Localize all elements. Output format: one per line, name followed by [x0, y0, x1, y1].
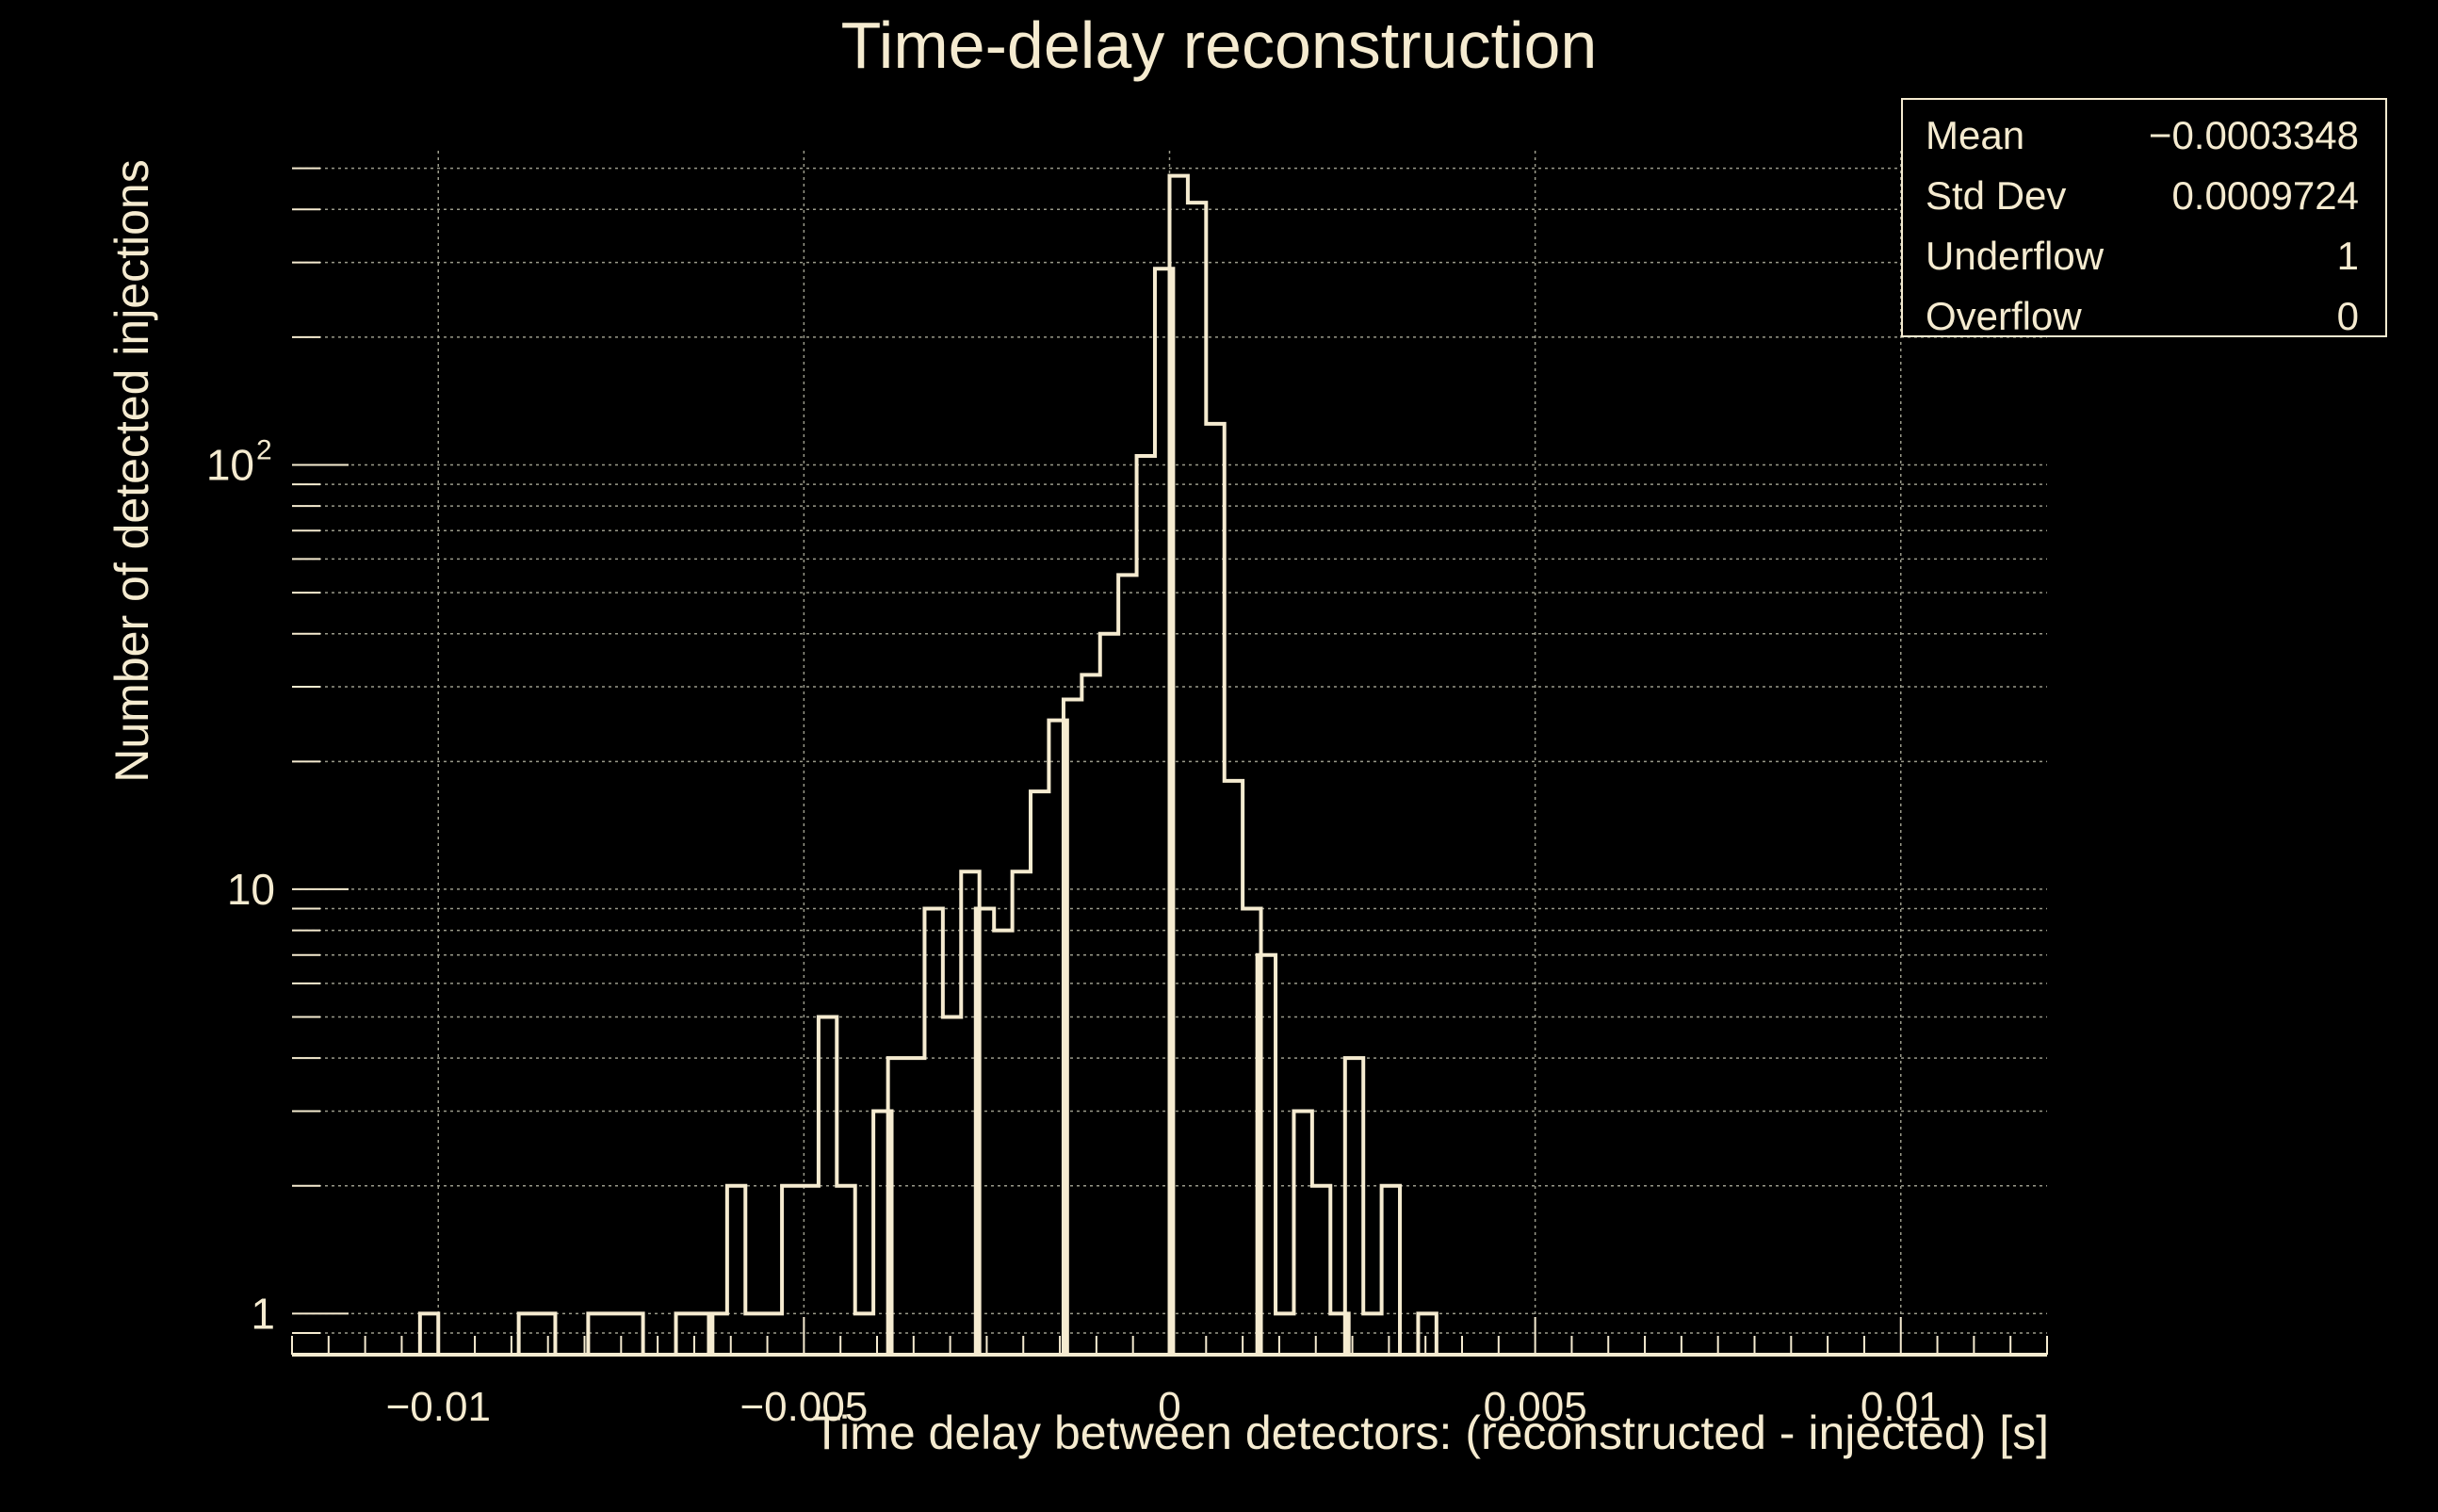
histogram-bin: [1118, 575, 1136, 1355]
stats-row-mean: Mean −0.0003348: [1926, 107, 2359, 164]
histogram-bin: [1100, 634, 1118, 1355]
histogram-bin: [1013, 871, 1031, 1355]
histogram-bin: [1031, 791, 1048, 1355]
histogram-bin: [625, 1313, 642, 1355]
stats-value: −0.0003348: [2148, 113, 2359, 157]
stats-label: Std Dev: [1926, 173, 2067, 218]
stats-row-overflow: Overflow 0: [1926, 288, 2359, 345]
stats-label: Overflow: [1926, 294, 2082, 338]
histogram-bin: [1312, 1186, 1330, 1355]
stats-label: Underflow: [1926, 234, 2105, 278]
histogram-bin: [837, 1186, 854, 1355]
histogram-bin: [855, 1313, 873, 1355]
histogram-bin: [588, 1313, 606, 1355]
x-tick-label: −0.01: [386, 1384, 491, 1430]
y-axis-label: Number of detected injections: [106, 159, 158, 783]
histogram-bin: [1363, 1313, 1381, 1355]
histogram-bin: [727, 1186, 745, 1355]
histogram-bin: [1345, 1058, 1363, 1355]
histogram-bin: [1137, 456, 1155, 1355]
histogram-bin: [1081, 675, 1099, 1355]
histogram-outline: [417, 173, 1438, 1355]
stats-box: Mean −0.0003348 Std Dev 0.0009724 Underf…: [1901, 98, 2387, 338]
x-tick-label: −0.005: [740, 1384, 868, 1430]
stats-label: Mean: [1926, 113, 2025, 157]
stats-value: 0: [2336, 294, 2359, 338]
histogram-bin: [1382, 1186, 1400, 1355]
histogram-bin: [994, 931, 1012, 1355]
histogram-bin: [1188, 203, 1206, 1355]
y-tick-label: 1: [251, 1289, 275, 1338]
histogram-bin: [519, 1313, 537, 1355]
histogram-bin: [420, 1313, 438, 1355]
histogram-bin: [745, 1313, 763, 1355]
x-axis-label: Time delay between detectors: (reconstru…: [812, 1406, 2049, 1459]
histogram-bins: [420, 176, 1437, 1355]
x-tick-label: 0: [1158, 1384, 1180, 1430]
y-tick-label: 10: [227, 865, 275, 914]
histogram-bin: [1293, 1111, 1311, 1355]
histogram-bin: [676, 1313, 694, 1355]
chart-title: Time-delay reconstruction: [840, 8, 1598, 82]
stats-row-std-dev: Std Dev 0.0009724: [1926, 168, 2359, 224]
histogram-bin: [1418, 1313, 1436, 1355]
x-tick-label: 0.01: [1861, 1384, 1942, 1430]
histogram-bin: [906, 1058, 924, 1355]
stats-value: 1: [2336, 234, 2359, 278]
y-tick-label: 10: [206, 440, 254, 489]
histogram-bin: [924, 909, 942, 1355]
histogram-bin: [537, 1313, 555, 1355]
histogram-bin: [782, 1186, 800, 1355]
x-tick-label: 0.005: [1484, 1384, 1587, 1430]
histogram-bin: [1225, 781, 1243, 1355]
y-tick-label-exponent: 2: [256, 434, 272, 465]
stats-value: 0.0009724: [2171, 173, 2359, 218]
stats-row-underflow: Underflow 1: [1926, 228, 2359, 285]
